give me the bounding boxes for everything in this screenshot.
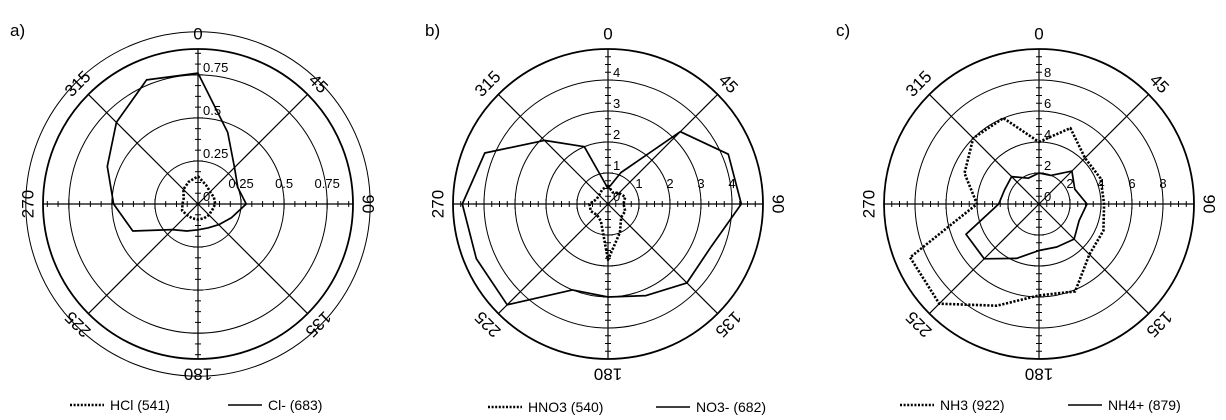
series-line-1 <box>588 184 627 262</box>
spoke-315 <box>497 93 609 205</box>
series-line-1 <box>908 116 1106 308</box>
spoke-315 <box>87 93 199 205</box>
legend-label: NH4+ (879) <box>1108 397 1181 413</box>
direction-label: 180 <box>594 365 622 384</box>
legend-label: NO3- (682) <box>696 399 766 415</box>
radial-tick-label: 0.25 <box>228 176 253 191</box>
radar-chart-1: a)00.250.250.50.50.750.75045901351802252… <box>10 21 378 413</box>
spoke-45 <box>1038 93 1150 205</box>
radial-tick-label: 3 <box>613 96 620 111</box>
spoke-45 <box>607 93 719 205</box>
spoke-225 <box>497 203 609 315</box>
spoke-135 <box>1038 203 1150 315</box>
radial-tick-label: 0 <box>613 189 620 204</box>
spoke-225 <box>87 203 199 315</box>
direction-label: 0 <box>603 24 612 43</box>
direction-label: 45 <box>1146 70 1173 97</box>
legend-label: HNO3 (540) <box>528 399 603 415</box>
radial-tick-label: 6 <box>1128 176 1135 191</box>
radial-tick-label: 2 <box>1044 158 1051 173</box>
radial-tick-label: 2 <box>666 176 673 191</box>
radial-tick-label: 6 <box>1044 96 1051 111</box>
radial-tick-label: 3 <box>697 176 704 191</box>
spoke-135 <box>607 203 719 315</box>
radial-tick-label: 4 <box>1097 176 1104 191</box>
series-line-2 <box>106 72 248 232</box>
direction-label: 0 <box>1034 24 1043 43</box>
radial-tick-label: 0.25 <box>203 146 228 161</box>
direction-label: 90 <box>359 195 378 214</box>
direction-label: 180 <box>184 365 212 384</box>
radial-tick-label: 0.5 <box>275 176 293 191</box>
radial-tick-label: 4 <box>728 176 735 191</box>
direction-label: 270 <box>859 190 878 218</box>
series-line-2 <box>965 170 1088 260</box>
radial-tick-label: 8 <box>1159 176 1166 191</box>
panel-label: a) <box>10 21 25 40</box>
direction-label: 270 <box>428 190 447 218</box>
grid-circle <box>25 31 371 377</box>
direction-label: 270 <box>18 190 37 218</box>
panel-label: b) <box>425 21 440 40</box>
direction-label: 180 <box>1025 365 1053 384</box>
direction-label: 90 <box>769 195 788 214</box>
radial-tick-label: 0.75 <box>315 176 340 191</box>
direction-label: 90 <box>1200 195 1219 214</box>
radial-tick-label: 0 <box>203 189 210 204</box>
direction-label: 45 <box>305 70 332 97</box>
direction-label: 0 <box>193 24 202 43</box>
radial-tick-label: 4 <box>613 65 620 80</box>
radial-tick-label: 4 <box>1044 127 1051 142</box>
legend-label: NH3 (922) <box>940 397 1005 413</box>
radial-tick-label: 1 <box>613 158 620 173</box>
legend-label: Cl- (683) <box>268 397 322 413</box>
spoke-45 <box>197 93 309 205</box>
spoke-315 <box>928 93 1040 205</box>
panel-label: c) <box>836 21 850 40</box>
radial-tick-label: 8 <box>1044 65 1051 80</box>
radial-tick-label: 0.75 <box>203 60 228 75</box>
series-line-2 <box>461 130 743 306</box>
radial-tick-label: 1 <box>635 176 642 191</box>
radial-tick-label: 0 <box>1044 189 1051 204</box>
series-line-1 <box>180 175 217 221</box>
spoke-135 <box>197 203 309 315</box>
radial-tick-label: 2 <box>613 127 620 142</box>
direction-label: 45 <box>715 70 742 97</box>
legend-label: HCl (541) <box>110 397 170 413</box>
radial-tick-label: 2 <box>1066 176 1073 191</box>
radial-tick-label: 0.5 <box>203 103 221 118</box>
